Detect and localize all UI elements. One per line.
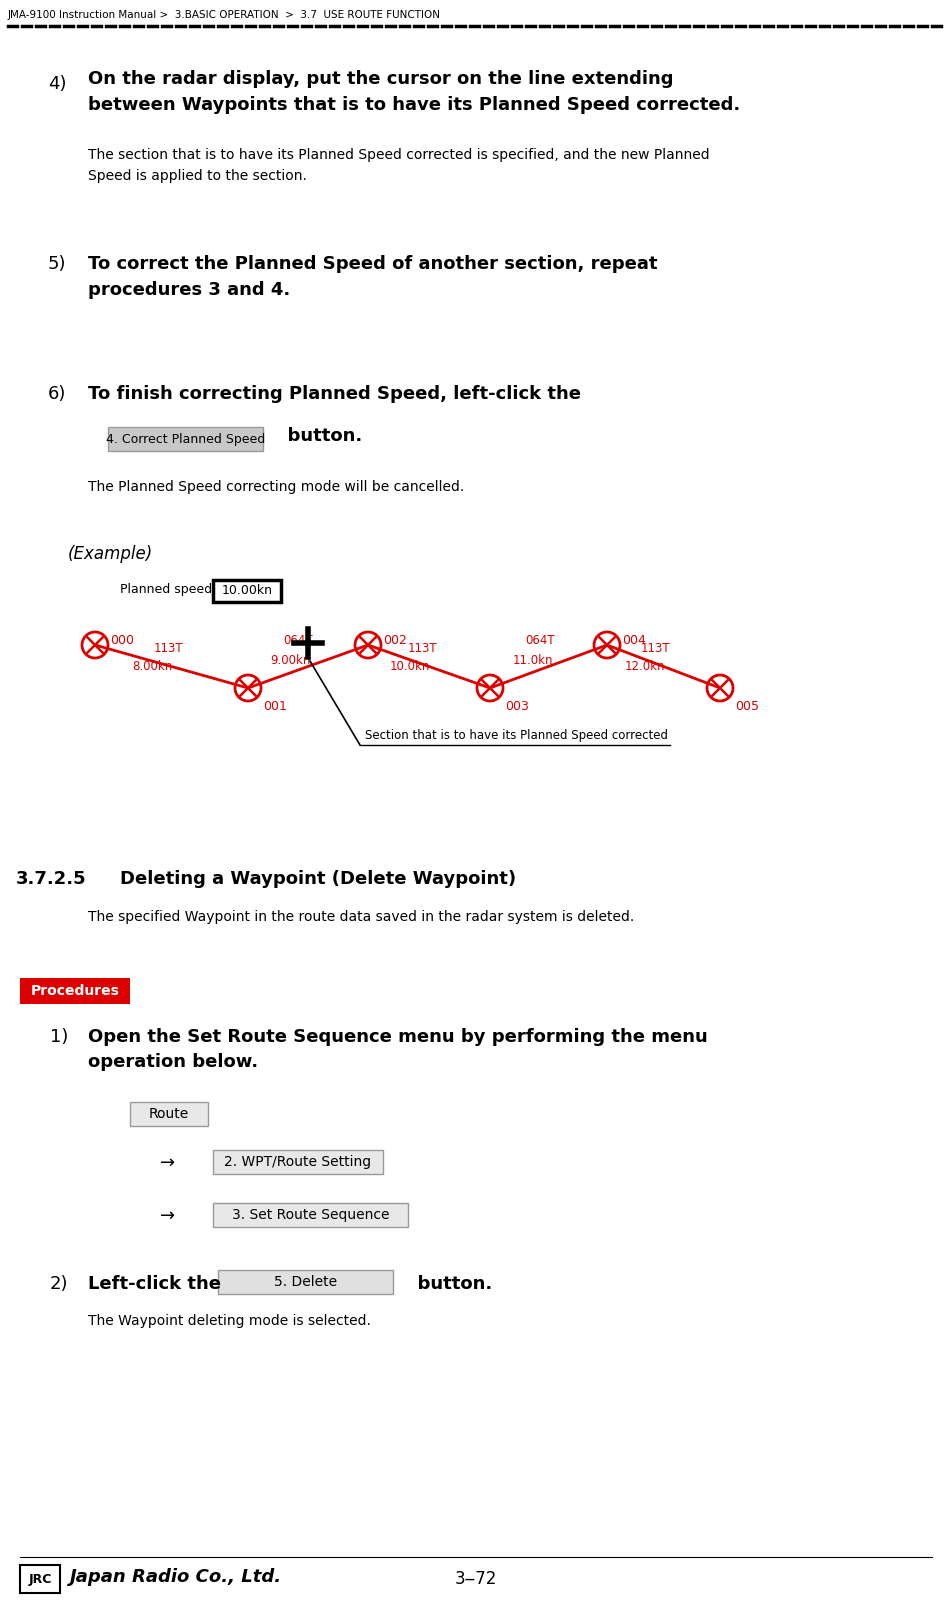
Text: 10.0kn: 10.0kn: [389, 661, 430, 674]
Text: Procedures: Procedures: [30, 983, 119, 998]
FancyBboxPatch shape: [130, 1102, 208, 1126]
Text: 113T: 113T: [153, 642, 183, 654]
Text: Open the Set Route Sequence menu by performing the menu
operation below.: Open the Set Route Sequence menu by perf…: [88, 1029, 707, 1071]
Text: →: →: [161, 1207, 175, 1225]
Text: 10.00kn: 10.00kn: [222, 585, 272, 598]
Text: To finish correcting Planned Speed, left-click the: To finish correcting Planned Speed, left…: [88, 386, 581, 403]
Text: 8.00kn: 8.00kn: [132, 661, 172, 674]
Text: Japan Radio Co., Ltd.: Japan Radio Co., Ltd.: [70, 1568, 282, 1586]
Text: The Waypoint deleting mode is selected.: The Waypoint deleting mode is selected.: [88, 1314, 371, 1328]
Text: button.: button.: [405, 1275, 492, 1293]
Text: 3‒72: 3‒72: [455, 1570, 497, 1588]
Text: 064T: 064T: [526, 633, 555, 646]
Text: The specified Waypoint in the route data saved in the radar system is deleted.: The specified Waypoint in the route data…: [88, 910, 634, 923]
FancyBboxPatch shape: [20, 978, 130, 1004]
Text: 002: 002: [383, 635, 407, 648]
Text: To correct the Planned Speed of another section, repeat
procedures 3 and 4.: To correct the Planned Speed of another …: [88, 254, 658, 300]
FancyBboxPatch shape: [218, 1270, 393, 1294]
Text: 004: 004: [622, 635, 645, 648]
Text: On the radar display, put the cursor on the line extending
between Waypoints tha: On the radar display, put the cursor on …: [88, 70, 741, 115]
Text: JMA-9100 Instruction Manual >  3.BASIC OPERATION  >  3.7  USE ROUTE FUNCTION: JMA-9100 Instruction Manual > 3.BASIC OP…: [8, 10, 441, 19]
Text: Route: Route: [149, 1106, 189, 1121]
Text: JRC: JRC: [29, 1573, 51, 1586]
Text: 5): 5): [48, 254, 67, 274]
Text: The Planned Speed correcting mode will be cancelled.: The Planned Speed correcting mode will b…: [88, 480, 465, 494]
Text: 4. Correct Planned Speed: 4. Correct Planned Speed: [106, 433, 265, 446]
Text: Planned speed: Planned speed: [120, 583, 212, 596]
Text: 2): 2): [50, 1275, 69, 1293]
Text: 113T: 113T: [640, 642, 670, 654]
Text: The section that is to have its Planned Speed corrected is specified, and the ne: The section that is to have its Planned …: [88, 147, 709, 183]
Text: 001: 001: [263, 700, 287, 713]
Text: 4): 4): [48, 75, 67, 92]
Text: 12.0kn: 12.0kn: [625, 661, 665, 674]
Text: 2. WPT/Route Setting: 2. WPT/Route Setting: [225, 1155, 371, 1170]
Text: 11.0kn: 11.0kn: [513, 653, 553, 666]
Text: (Example): (Example): [68, 544, 153, 564]
FancyBboxPatch shape: [213, 1204, 408, 1226]
Text: 1): 1): [50, 1029, 69, 1047]
Text: 3.7.2.5: 3.7.2.5: [16, 870, 87, 888]
Text: 005: 005: [735, 700, 759, 713]
Text: 5. Delete: 5. Delete: [274, 1275, 337, 1290]
Text: →: →: [161, 1153, 175, 1171]
Text: Left-click the: Left-click the: [88, 1275, 221, 1293]
Text: 3. Set Route Sequence: 3. Set Route Sequence: [231, 1209, 389, 1221]
FancyBboxPatch shape: [108, 428, 263, 450]
FancyBboxPatch shape: [20, 1565, 60, 1592]
Text: 113T: 113T: [407, 642, 437, 654]
Text: 6): 6): [48, 386, 67, 403]
FancyBboxPatch shape: [213, 580, 281, 603]
Text: 003: 003: [505, 700, 529, 713]
Text: Deleting a Waypoint (Delete Waypoint): Deleting a Waypoint (Delete Waypoint): [120, 870, 516, 888]
Text: button.: button.: [275, 428, 363, 446]
Text: 000: 000: [110, 635, 134, 648]
Text: Section that is to have its Planned Speed corrected: Section that is to have its Planned Spee…: [365, 729, 668, 742]
Text: 064T: 064T: [283, 633, 313, 646]
Text: 9.00kn: 9.00kn: [269, 653, 310, 666]
FancyBboxPatch shape: [213, 1150, 383, 1174]
